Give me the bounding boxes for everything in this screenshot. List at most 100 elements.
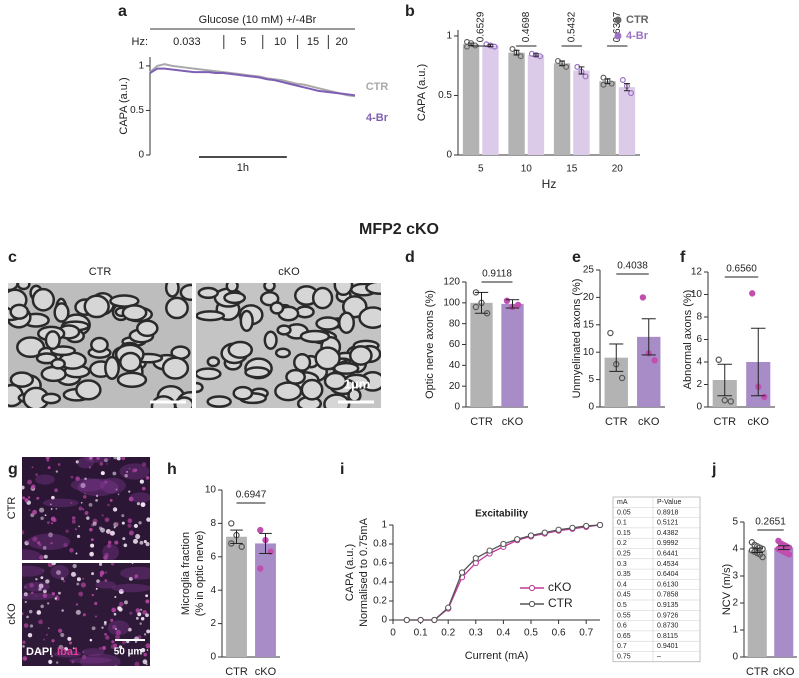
panel-letter: e bbox=[572, 249, 581, 266]
legend-label: 4-Br bbox=[626, 30, 649, 42]
cell bbox=[140, 608, 143, 611]
image-label: cKO bbox=[6, 603, 18, 625]
data-point bbox=[759, 553, 766, 561]
y-axis-label: Abnormal axons (%) bbox=[682, 290, 694, 390]
p-value: 0.6947 bbox=[236, 490, 267, 501]
y-tick-label: 100 bbox=[443, 297, 460, 308]
axon bbox=[165, 296, 189, 320]
cell bbox=[72, 647, 75, 650]
cell bbox=[27, 479, 33, 485]
cell bbox=[146, 629, 150, 634]
glow bbox=[22, 565, 45, 577]
x-tick-label: cKO bbox=[502, 416, 524, 428]
cell bbox=[36, 496, 40, 500]
cell bbox=[111, 640, 115, 644]
cell bbox=[146, 476, 150, 480]
y-tick-label: 0.8 bbox=[373, 539, 387, 550]
glow bbox=[107, 620, 130, 636]
cell bbox=[47, 627, 50, 630]
x-tick-label: 15 bbox=[566, 164, 578, 175]
y-tick-label: 0.5 bbox=[438, 90, 452, 101]
axon bbox=[49, 345, 76, 357]
glow bbox=[80, 653, 121, 666]
axon bbox=[16, 283, 31, 291]
glow bbox=[119, 463, 150, 480]
cell bbox=[27, 633, 33, 638]
data-point bbox=[228, 520, 235, 527]
x-tick-label: CTR bbox=[470, 416, 493, 428]
bar bbox=[508, 52, 525, 155]
cell bbox=[75, 476, 80, 482]
cell bbox=[128, 496, 134, 502]
glow bbox=[27, 533, 71, 551]
bar bbox=[599, 81, 616, 155]
legend-label: CTR bbox=[548, 596, 573, 610]
table-cell: 0.7 bbox=[617, 643, 627, 650]
scale-label: 50 µm bbox=[114, 647, 143, 658]
y-tick-label: 0.6 bbox=[373, 558, 387, 569]
cell bbox=[60, 577, 65, 581]
cell bbox=[82, 654, 87, 660]
axon bbox=[274, 347, 291, 359]
axon bbox=[244, 366, 271, 379]
axon bbox=[232, 385, 254, 401]
cell bbox=[71, 516, 76, 520]
axon bbox=[315, 316, 341, 331]
y-tick-label: 40 bbox=[449, 360, 461, 371]
cell bbox=[138, 521, 142, 525]
x-tick-label: 0.4 bbox=[496, 628, 510, 639]
cell bbox=[145, 542, 150, 547]
cell bbox=[99, 462, 104, 466]
y-tick-label: 0 bbox=[381, 615, 387, 626]
glow bbox=[22, 549, 42, 560]
bar bbox=[482, 45, 499, 155]
cell bbox=[95, 587, 98, 590]
cell bbox=[30, 486, 34, 490]
cell bbox=[145, 613, 149, 618]
table-header: mA bbox=[617, 499, 628, 506]
x-tick-label: 20 bbox=[612, 164, 624, 175]
data-point bbox=[651, 357, 658, 364]
table-cell: 0.4 bbox=[617, 581, 627, 588]
cell bbox=[141, 462, 147, 467]
cell bbox=[51, 592, 55, 596]
table-cell: – bbox=[657, 653, 661, 660]
y-tick-label: 8 bbox=[696, 312, 702, 323]
data-point bbox=[563, 63, 570, 70]
cell bbox=[45, 579, 50, 584]
data-point bbox=[582, 73, 589, 80]
cell bbox=[128, 530, 134, 536]
cell bbox=[32, 536, 38, 542]
cell bbox=[55, 507, 58, 510]
error-bar bbox=[230, 529, 243, 544]
line-marker bbox=[431, 616, 438, 624]
cell bbox=[42, 569, 45, 572]
axon bbox=[40, 365, 67, 383]
cell bbox=[47, 563, 53, 568]
cell bbox=[124, 600, 128, 605]
hz-label: 20 bbox=[336, 36, 348, 48]
y-tick-label: 10 bbox=[691, 289, 703, 300]
data-point bbox=[618, 374, 626, 382]
cell bbox=[82, 508, 85, 511]
axon bbox=[109, 294, 140, 308]
axon bbox=[338, 311, 355, 334]
cell bbox=[38, 587, 42, 591]
cell bbox=[38, 543, 42, 547]
cell bbox=[135, 534, 141, 540]
cell bbox=[22, 496, 26, 500]
cell bbox=[131, 563, 134, 565]
axon bbox=[263, 283, 276, 292]
y-tick-label: 10 bbox=[583, 347, 595, 358]
x-tick-label: 0.3 bbox=[469, 628, 483, 639]
cell bbox=[115, 634, 121, 640]
cell bbox=[42, 546, 47, 550]
cell bbox=[46, 521, 50, 525]
table-cell: 0.8730 bbox=[657, 623, 679, 630]
glow bbox=[50, 565, 69, 579]
table-cell: 0.8115 bbox=[657, 633, 678, 640]
x-tick-label: 0 bbox=[390, 628, 396, 639]
x-tick-label: CTR bbox=[225, 666, 248, 678]
error-bar bbox=[513, 49, 520, 56]
y-tick-label: 6 bbox=[210, 551, 216, 562]
